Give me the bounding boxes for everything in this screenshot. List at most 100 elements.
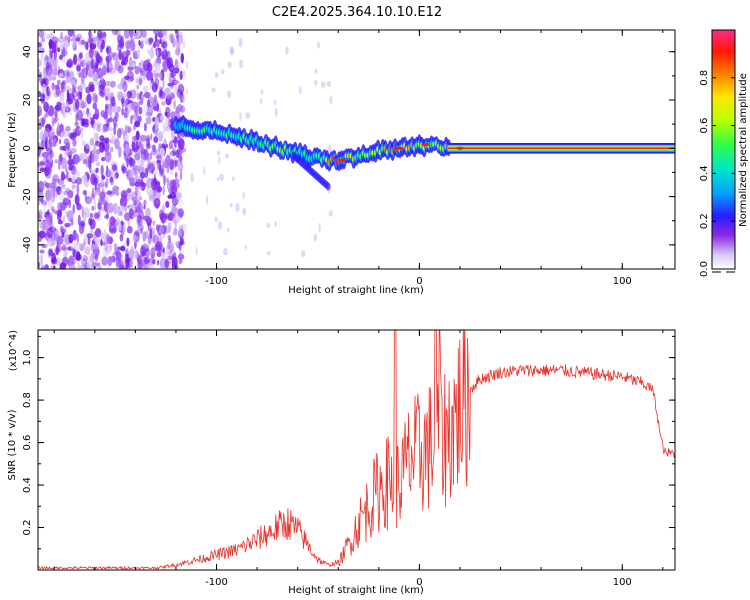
spectrogram-noise-speck [109,131,114,137]
y-tick-label: 0.4 [22,477,33,493]
spectrogram-noise-speck [51,82,55,91]
spectrogram-noise-speck [224,153,229,159]
spectrogram-noise-speck [50,240,56,247]
spectrogram-noise-speck [133,200,137,206]
spectrogram-noise-speck [162,166,166,171]
spectrogram-noise-speck [96,262,100,267]
spectrogram-noise-speck [109,146,114,153]
spectrogram-noise-speck [113,243,118,252]
spectrogram-noise-speck [139,134,147,142]
spectrogram-noise-speck [83,143,90,154]
spectrogram-noise-speck [235,202,240,213]
spectrogram-noise-speck [46,85,50,97]
spectrogram-noise-speck [131,140,136,152]
spectrogram-noise-speck [133,135,138,141]
spectrogram-noise-speck [242,191,245,200]
spectrogram-noise-speck [131,101,139,111]
spectrogram-noise-speck [140,144,144,154]
spectrogram-noise-speck [159,147,165,157]
spectrogram-noise-speck [166,72,170,79]
spectrogram-noise-speck [90,173,96,186]
spectrogram-noise-speck [117,260,124,269]
snr-panel: -100 0 100 0.2 0.4 0.6 0.8 1.0 Height of strai… [7,329,676,596]
spectrogram-noise-speck [177,162,184,171]
spectrogram-noise-speck [48,57,56,68]
spectrogram-noise-speck [54,159,59,164]
spectrogram-noise-speck [91,121,94,128]
spectrogram-noise-speck [50,230,56,241]
snr-x-label: Height of straight line (km) [288,585,424,596]
spectrogram-noise-speck [88,86,95,92]
spectrogram-noise-speck [106,168,114,178]
spectrogram-noise-speck [180,52,185,64]
spectrogram-noise-speck [88,217,93,226]
spectrogram-noise-speck [75,177,83,185]
spectrogram-noise-speck [120,60,125,66]
spectrogram-noise-speck [40,265,45,269]
spectrogram-noise-speck [172,139,179,144]
spectrogram-noise-speck [57,36,65,44]
spectrogram-noise-speck [129,176,135,186]
spectrogram-noise-speck [164,111,168,117]
spectrogram-noise-speck [38,180,45,193]
spectrogram-noise-speck [126,90,133,99]
spectrogram-noise-speck [84,246,91,255]
spectrogram-noise-speck [43,101,49,112]
spectrogram-noise-speck [79,264,87,269]
spectrogram-noise-speck [238,37,243,48]
spectrogram-noise-speck [116,44,121,52]
spectrogram-noise-speck [82,211,87,223]
spectrogram-noise-speck [166,178,170,191]
spectrogram-noise-speck [157,185,161,192]
spectrogram-heatmap [38,30,333,269]
spectrogram-noise-speck [104,242,108,252]
spectrogram-noise-speck [66,149,69,157]
spectrogram-noise-speck [68,235,72,244]
spectrogram-noise-speck [145,70,153,81]
spectrogram-noise-speck [60,184,66,189]
spectrogram-noise-speck [73,240,81,252]
spectrogram-noise-speck [131,167,136,174]
spectrogram-noise-speck [181,95,186,104]
spectrogram-noise-speck [158,248,163,253]
spectrogram-noise-speck [216,177,220,182]
spectrogram-noise-speck [205,195,209,205]
spectrogram-noise-speck [95,161,101,166]
spectrogram-noise-speck [145,116,152,125]
spectrogram-noise-speck [63,158,66,164]
spectrogram-noise-speck [73,169,81,179]
spectrogram-noise-speck [85,51,90,64]
spectrogram-noise-speck [134,181,142,188]
spectrogram-noise-speck [160,224,167,235]
spectrogram-noise-speck [185,60,189,69]
spectrogram-noise-speck [142,264,149,269]
spectrogram-noise-speck [164,213,169,220]
spectrogram-noise-speck [71,184,77,189]
spectrogram-noise-speck [82,110,86,117]
spectrogram-noise-speck [227,90,232,99]
spectrogram-noise-speck [90,224,93,235]
spectrogram-noise-speck [109,80,116,88]
spectrogram-noise-speck [259,98,263,105]
spectrogram-noise-speck [39,249,45,254]
spectrogram-noise-speck [53,118,58,124]
spectrogram-noise-speck [61,243,67,251]
spectrogram-noise-speck [149,228,153,240]
spectrogram-noise-speck [99,191,106,200]
spectrogram-noise-speck [62,215,66,223]
spectrogram-noise-speck [77,214,81,226]
spectrogram-noise-speck [245,112,251,120]
spectrogram-noise-speck [178,198,184,208]
spectrogram-noise-speck [48,249,54,257]
spectrogram-noise-speck [62,197,70,206]
spectrogram-noise-speck [139,172,146,179]
spectrogram-noise-speck [60,225,63,233]
spectrogram-noise-speck [101,31,107,39]
spectrogram-noise-speck [59,153,63,163]
spectrogram-noise-speck [129,156,133,165]
spectrogram-noise-speck [143,103,149,113]
spectrogram-noise-speck [89,212,94,218]
spectrogram-noise-speck [105,177,109,186]
spectrogram-noise-speck [109,176,114,183]
spectrogram-noise-speck [123,51,127,58]
